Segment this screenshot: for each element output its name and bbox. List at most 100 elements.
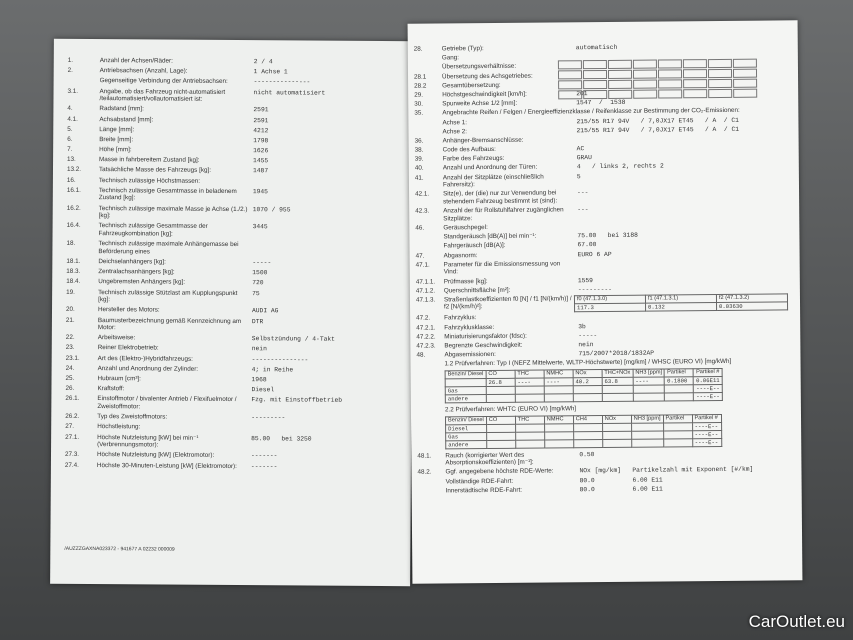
value: 215/55 R17 94V / 7,0JX17 ET45 / A / C1 [576,125,740,134]
value: automatisch [575,43,618,52]
label: Höchste Nutzleistung [kW] (Elektromotor)… [96,451,215,460]
cell [664,392,694,401]
value: NOx [mg/km] Partikelzahl mit Exponent [#… [579,466,754,475]
num: 47.2.3. [416,342,436,350]
row: 5. Länge [mm]: 4212 [67,126,403,136]
cell [573,439,603,448]
label: Gang: [441,54,460,62]
label: Höchste 30-Minuten-Leistung [kW] (Elektr… [96,461,237,470]
num: 27.1. [65,433,80,441]
row: 42.3. Anzahl der für Rollstuhlfahrer zugä… [415,205,787,223]
label: Innerstädtische RDE-Fahrt: [445,486,522,495]
label: Anhänger-Bremsanschlüsse: [442,136,524,145]
rows: 47.2. Fahrzyklus: 47.2.1. Fahrzyklusklasse:… [416,312,788,369]
value: 1455 [253,157,269,165]
cell: ----E-- [693,392,723,401]
label: Gesamtübersetzung: [442,81,501,90]
value: 1968 [251,376,267,384]
label: Einstoffmotor / bivalenter Antrieb / Fle… [97,395,237,411]
label: Anzahl und Anordnung der Türen: [442,164,538,172]
row: 18.1. Deichselanhängers [kg]: ----- [66,258,402,268]
label: Baumusterbezeichnung gemäß Kennzeichnung… [97,316,242,332]
num: 47.1.3. [415,296,436,304]
value: 1798 [253,137,269,145]
row: 3.1. Angabe, ob das Fahrzeug nicht-automa… [67,87,403,105]
cell: 117.3 [574,303,646,312]
row: 7. Höhe [mm]: 1626 [67,146,403,156]
row: 27.4. Höchste 30-Minuten-Leistung [kW] (E… [65,461,401,471]
label: 2.2 Prüfverfahren: WHTC (EURO VI) [mg/kW… [444,405,577,414]
value: 1487 [252,167,269,175]
cell: andere [445,394,487,403]
value: 1500 [252,269,268,277]
value: ----- [578,331,598,340]
cell [602,422,632,432]
row: 48.1. Rauch (korrigierter Wert des Absorp… [417,449,789,467]
label: Zentralachsanhängers [kg]: [98,268,175,276]
cell: NH3 [ppm] [632,368,665,378]
num: 47.2.2. [416,333,436,341]
value: 3b [578,322,586,330]
label: Achsabstand [mm]: [99,115,154,123]
cell [543,385,574,395]
cell: andere [445,440,487,449]
num: 46. [415,224,425,232]
num: 47.2.1. [416,324,436,332]
value: 75.00 bei 3188 [577,231,638,240]
value: 720 [252,279,264,287]
num: 20. [65,306,75,314]
num: 26.2. [65,413,80,421]
cell: 63.8 [601,377,633,386]
label: Antriebsachsen (Anzahl, Lage): [99,67,188,75]
num: 4. [67,105,73,113]
row: 27. Höchstleistung: [65,423,401,433]
num: 40. [414,165,424,173]
value: 2 / 4 [253,58,273,66]
cell: NH3 [ppm] [631,414,664,423]
value: 4; in Reihe [251,365,294,374]
num: 47.1.2. [415,287,436,295]
label: Achse 1: [442,118,467,126]
value: 85.00 bei 3250 [251,434,312,443]
label: Übersetzungsverhältnisse: [441,63,517,71]
label: Spurweite Achse 1/2 [mm]: [442,99,518,108]
cell [515,431,545,440]
row: 2.2 Prüfverfahren: WHTC (EURO VI) [mg/kW… [417,403,789,414]
cell [544,431,574,440]
cell [663,438,693,447]
value: nein [251,345,267,353]
row: Gegenseitige Verbindung der Antriebsachs… [68,77,404,87]
label: Reiner Elektrobetrieb: [97,344,159,352]
row: 25. Hubraum [cm³]: 1968 [66,375,402,385]
road-load-row: 47.1.3. Straßenlastkoeffizienten f0 [N] … [416,293,788,313]
num: 13. [67,156,76,164]
cell: NOx [602,414,632,424]
label: Querschnittsfläche [m²]: [443,286,511,295]
num: 18.3. [66,267,81,276]
emissions-table: Benzin/ Diesel CO THC NMHC CH4 NOx NH3 [ppm] Pa… [445,414,722,449]
label: Hubraum [cm³]: [97,375,141,383]
label: Geräuschpegel: [443,223,488,232]
cell: ----E-- [693,384,723,393]
label: Anzahl der für Rollstuhlfahrer zugänglic… [443,206,564,223]
label: Höhe [mm]: [99,146,132,154]
label: Miniaturisierungsfaktor (fdsc): [444,332,527,341]
num [418,487,446,495]
num: 39. [414,155,424,163]
num: 5. [67,125,73,133]
label: Achse 2: [442,127,468,136]
cell [631,438,664,447]
label: Typ des Zweistoffmotors: [97,413,168,421]
label: Technisch zulässige maximale Anhängemass… [98,240,239,256]
num: 23.1. [65,354,80,362]
row: 27.1. Höchste Nutzleistung [kW] bei min⁻¹… [65,433,401,451]
value: 5 [576,172,581,180]
num: 4.1. [67,115,78,123]
num: 36. [414,137,424,145]
label: Technisch zulässige Gesamtmasse der Fahr… [98,222,208,238]
cell [573,431,603,440]
cell: 0.03630 [716,301,788,311]
row: 42.1. Sitz(e), der (die) nur zur Verwendu… [415,188,787,206]
cell [601,385,634,394]
